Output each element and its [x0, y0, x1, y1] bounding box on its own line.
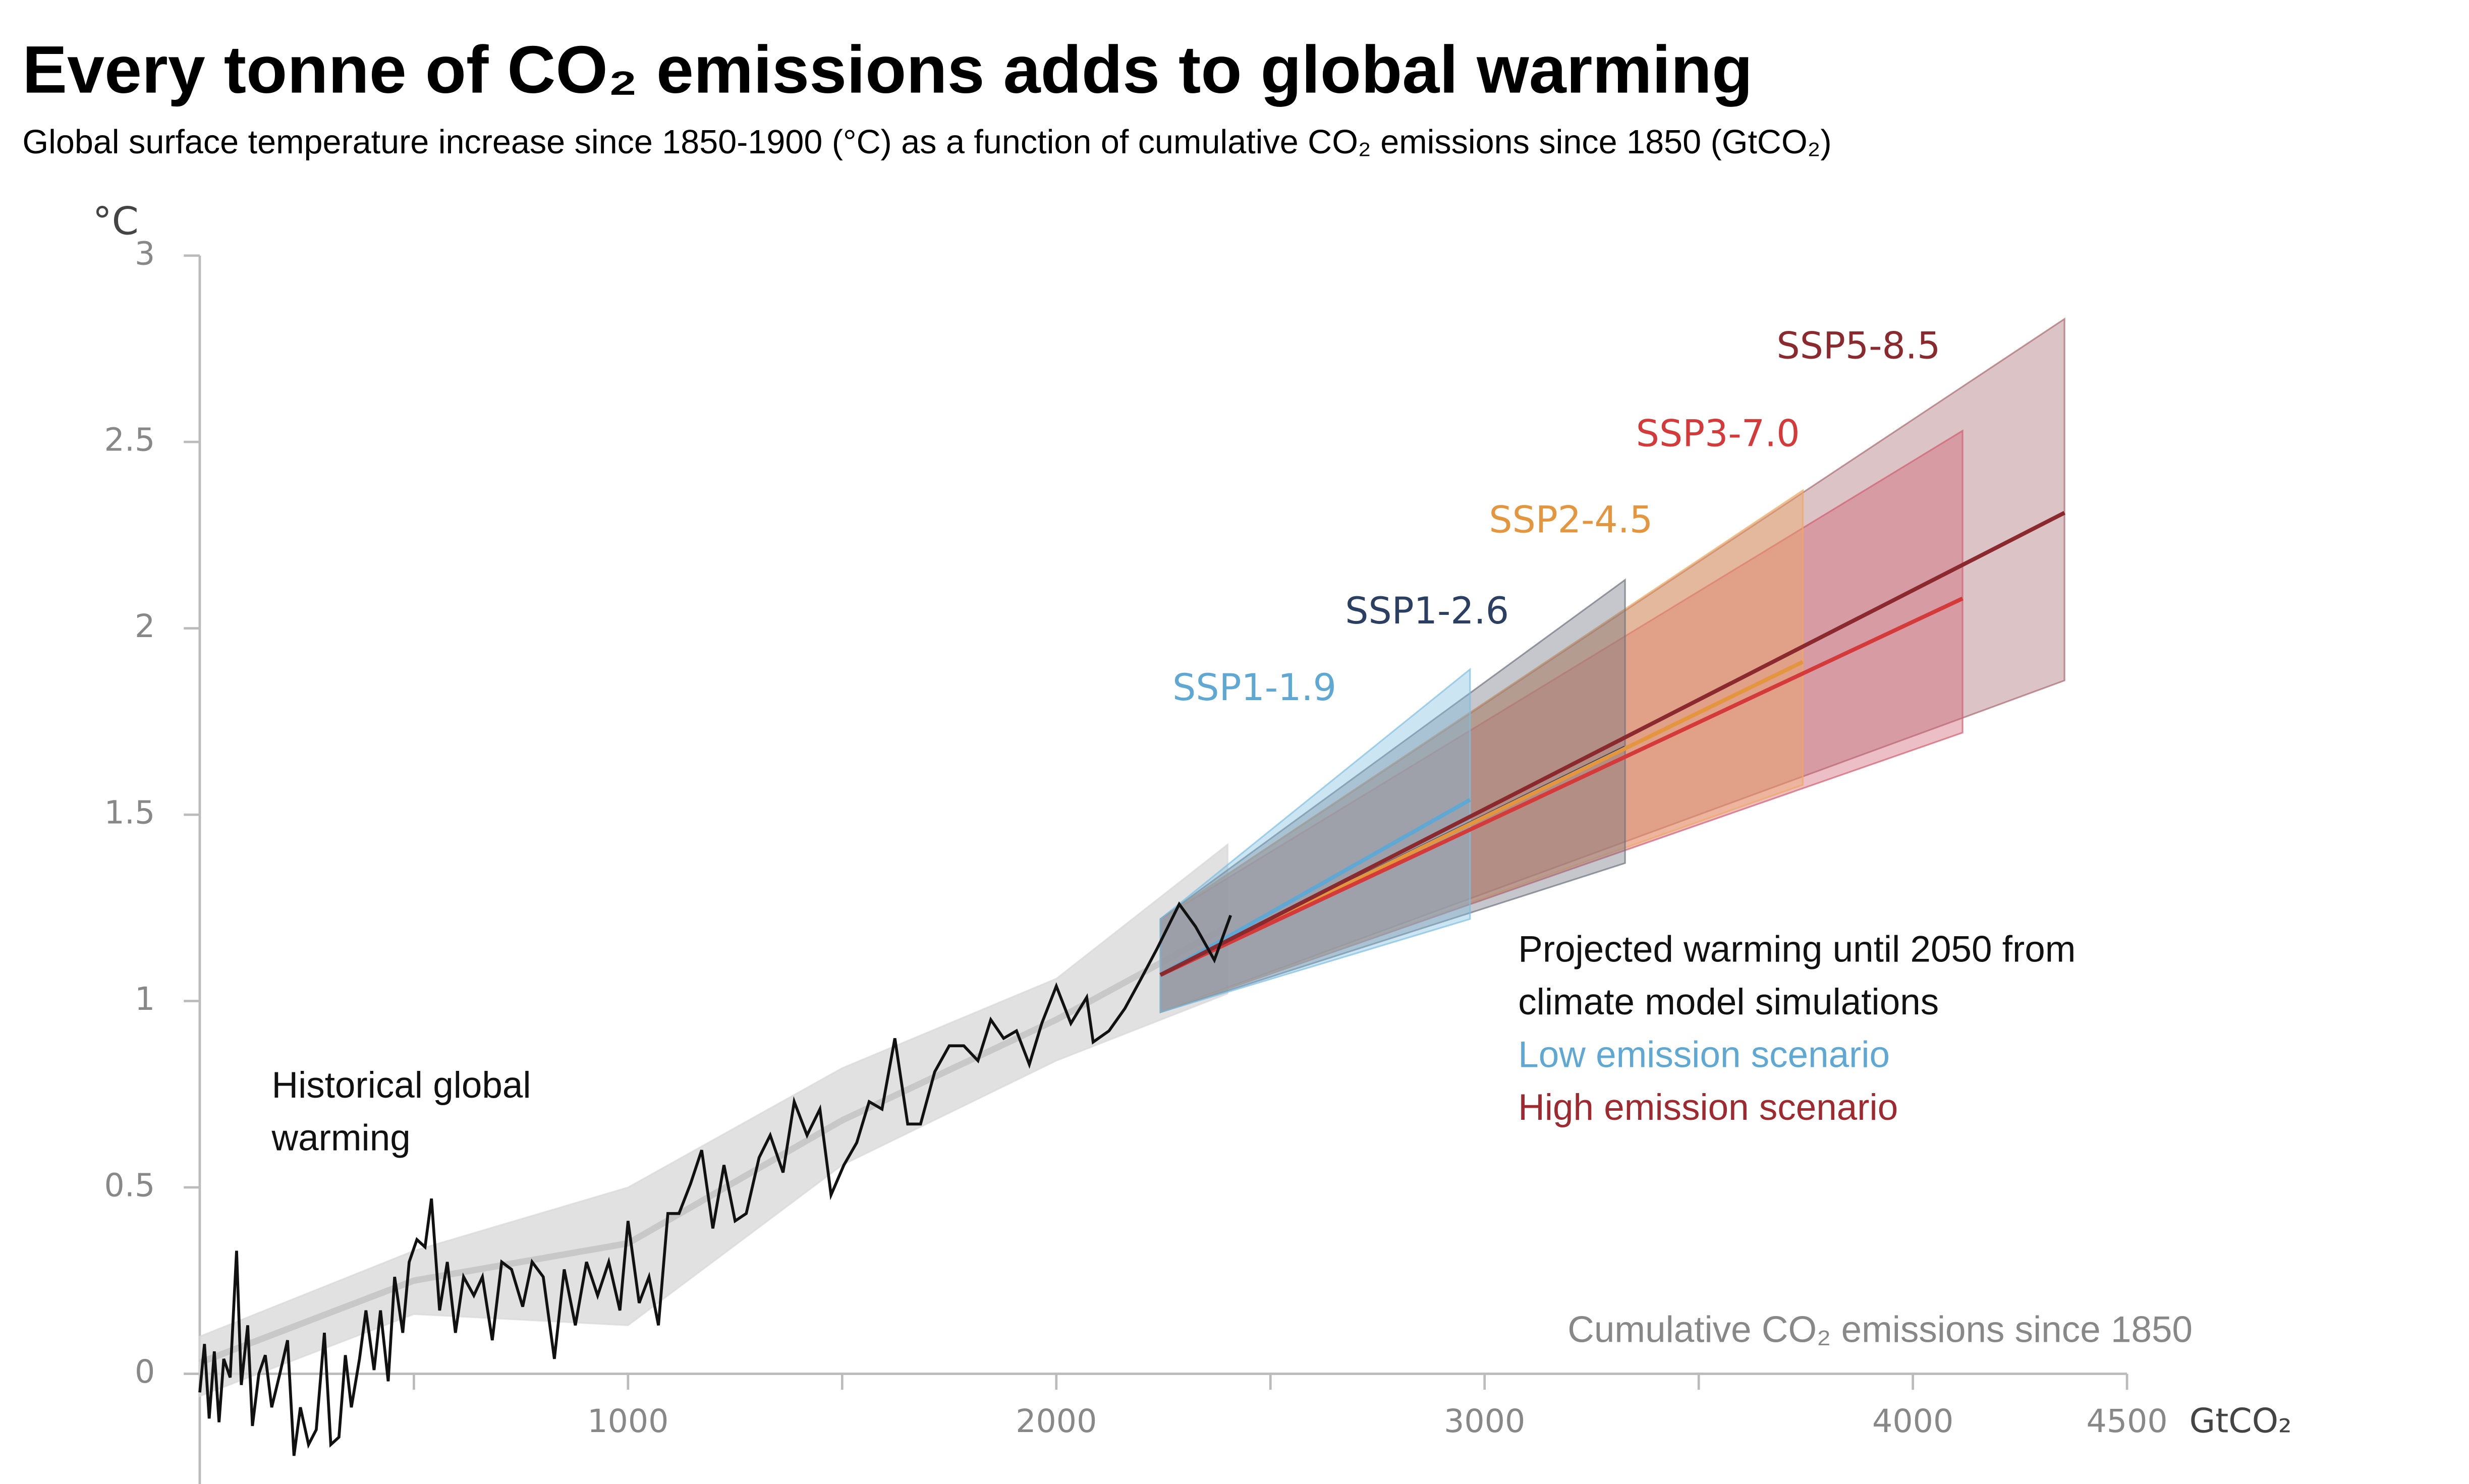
historical-label: warming [271, 1117, 410, 1158]
scenario-line [1159, 596, 1963, 977]
y-tick-label: 1.5 [104, 794, 155, 831]
x-tick-label: 2000 [1016, 1402, 1097, 1440]
historical-line [198, 901, 1232, 1456]
historical-mean [198, 924, 1229, 1366]
scenario-label: SSP5-8.5 [1777, 324, 1941, 367]
x-tick-label: 3000 [1444, 1402, 1525, 1440]
x-unit: GtCO₂ [2190, 1401, 2292, 1441]
y-tick-label: 3 [135, 235, 155, 272]
y-unit: °C [93, 198, 139, 243]
x-tick-label: 4500 [2087, 1402, 2168, 1440]
historical-label: Historical global [271, 1065, 531, 1106]
projection-label: climate model simulations [1518, 982, 1939, 1022]
chart-subtitle: Global surface temperature increase sinc… [22, 124, 1831, 161]
scenario-label: SSP2-4.5 [1489, 499, 1653, 542]
scenario-line [1159, 511, 2065, 977]
scenario-label: SSP1-2.6 [1345, 590, 1509, 633]
x-tick-label: 4000 [1872, 1402, 1953, 1440]
y-tick-label: 2 [135, 607, 155, 645]
y-tick-label: 1 [135, 980, 155, 1017]
x-axis-label: Cumulative CO₂ emissions since 1850 [1567, 1309, 2193, 1350]
scenario-label: SSP3-7.0 [1636, 413, 1800, 455]
high-emission-label: High emission scenario [1518, 1087, 1898, 1128]
scenario-label: SSP1-1.9 [1172, 666, 1336, 709]
historical-band [199, 842, 1228, 1398]
y-tick-label: 0.5 [104, 1167, 155, 1204]
chart-title: Every tonne of CO₂ emissions adds to glo… [22, 33, 1753, 107]
x-tick-label: 1000 [587, 1402, 668, 1440]
scenario-line [1159, 798, 1471, 977]
projection-label: Projected warming until 2050 from [1518, 929, 2075, 970]
scenario-band [1159, 667, 1471, 1013]
y-tick-label: 0 [135, 1353, 155, 1390]
low-emission-label: Low emission scenario [1518, 1035, 1890, 1075]
y-tick-label: 2.5 [104, 421, 155, 459]
